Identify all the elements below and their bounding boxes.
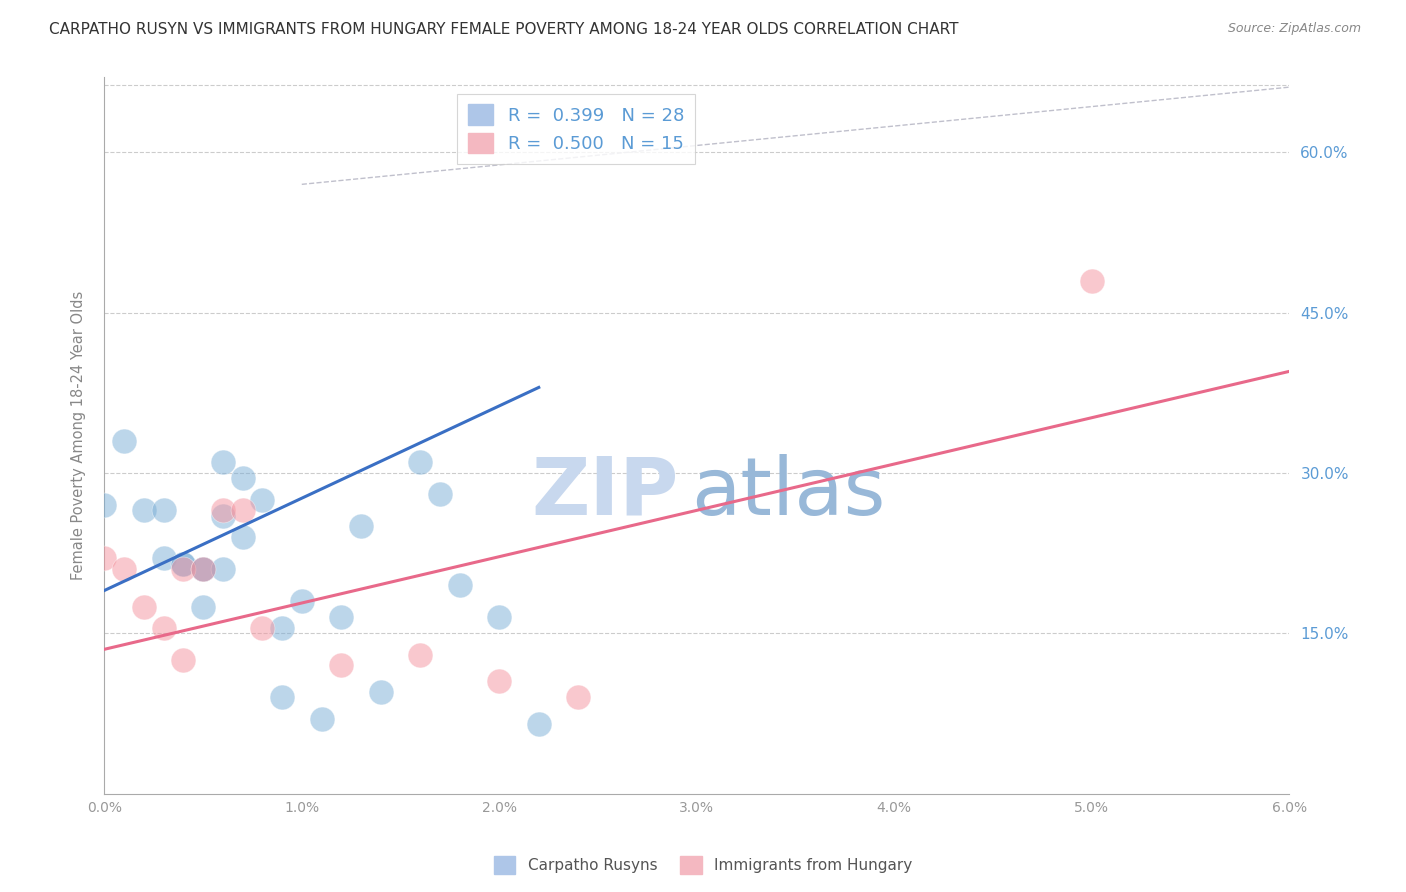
Point — [271, 690, 294, 705]
Point — [330, 610, 353, 624]
Point — [132, 503, 155, 517]
Point — [172, 653, 194, 667]
Point — [567, 690, 589, 705]
Point — [93, 498, 115, 512]
Point — [152, 503, 174, 517]
Point — [330, 658, 353, 673]
Point — [211, 455, 233, 469]
Point — [488, 610, 510, 624]
Point — [152, 551, 174, 566]
Point — [211, 503, 233, 517]
Point — [172, 557, 194, 571]
Point — [191, 562, 214, 576]
Text: atlas: atlas — [690, 454, 886, 532]
Point — [191, 599, 214, 614]
Point — [409, 455, 432, 469]
Point — [527, 717, 550, 731]
Point — [291, 594, 314, 608]
Point — [232, 530, 254, 544]
Point — [232, 503, 254, 517]
Point — [350, 519, 373, 533]
Point — [152, 621, 174, 635]
Point — [211, 562, 233, 576]
Legend: Carpatho Rusyns, Immigrants from Hungary: Carpatho Rusyns, Immigrants from Hungary — [488, 850, 918, 880]
Point — [112, 562, 135, 576]
Text: ZIP: ZIP — [531, 454, 679, 532]
Point — [132, 599, 155, 614]
Point — [271, 621, 294, 635]
Point — [1080, 274, 1102, 288]
Point — [172, 557, 194, 571]
Point — [488, 674, 510, 689]
Point — [370, 685, 392, 699]
Point — [191, 562, 214, 576]
Point — [211, 508, 233, 523]
Point — [449, 578, 471, 592]
Point — [252, 492, 274, 507]
Y-axis label: Female Poverty Among 18-24 Year Olds: Female Poverty Among 18-24 Year Olds — [72, 291, 86, 580]
Point — [112, 434, 135, 448]
Legend: R =  0.399   N = 28, R =  0.500   N = 15: R = 0.399 N = 28, R = 0.500 N = 15 — [457, 94, 695, 164]
Point — [409, 648, 432, 662]
Text: CARPATHO RUSYN VS IMMIGRANTS FROM HUNGARY FEMALE POVERTY AMONG 18-24 YEAR OLDS C: CARPATHO RUSYN VS IMMIGRANTS FROM HUNGAR… — [49, 22, 959, 37]
Text: Source: ZipAtlas.com: Source: ZipAtlas.com — [1227, 22, 1361, 36]
Point — [311, 712, 333, 726]
Point — [429, 487, 451, 501]
Point — [191, 562, 214, 576]
Point — [232, 471, 254, 485]
Point — [172, 562, 194, 576]
Point — [252, 621, 274, 635]
Point — [93, 551, 115, 566]
